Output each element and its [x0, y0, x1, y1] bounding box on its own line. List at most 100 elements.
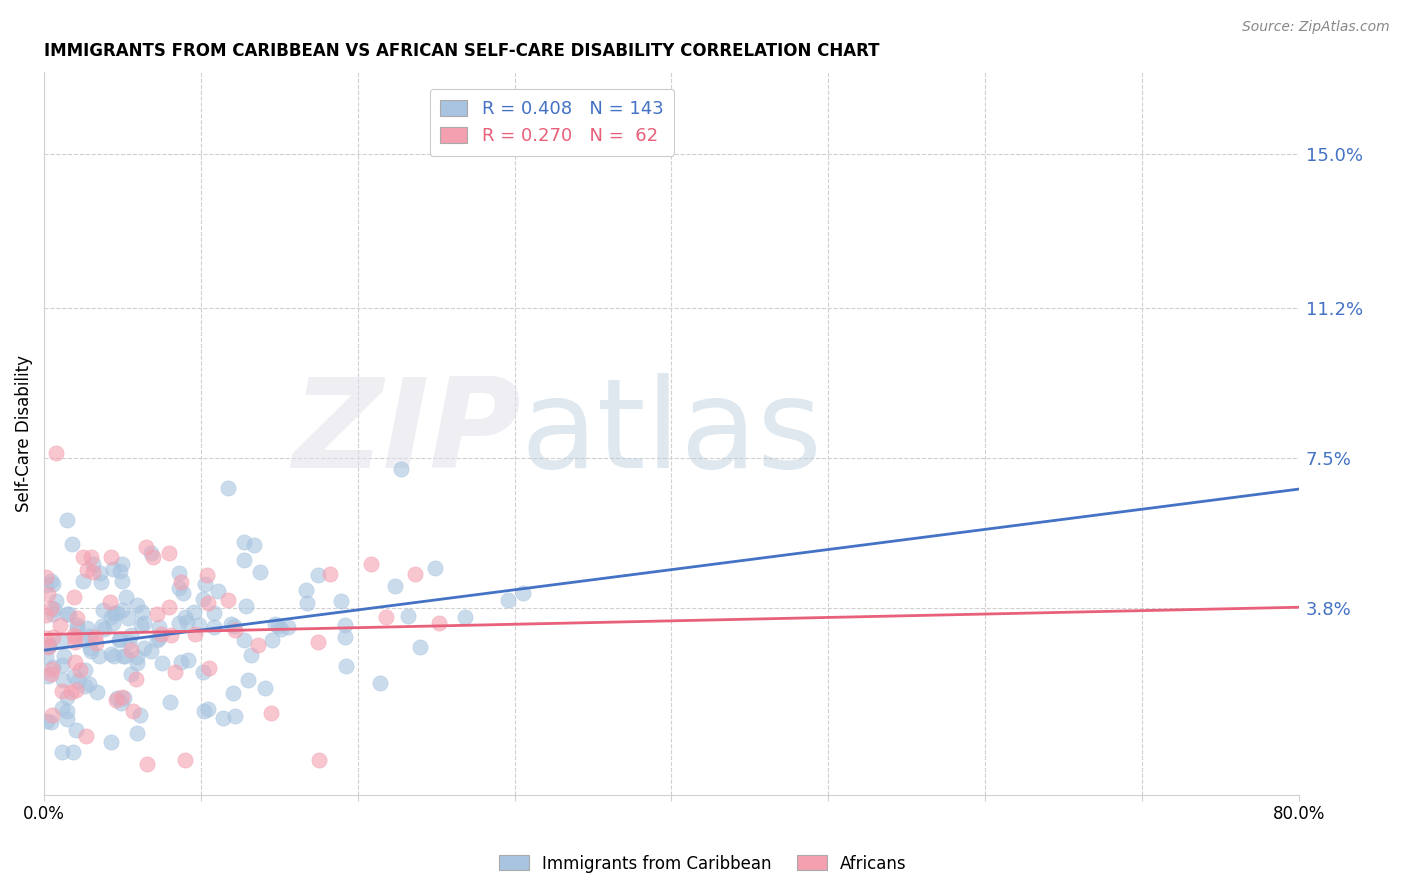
Point [139, 546, 162, 560]
Point [38, 638, 60, 652]
Point [396, 609, 419, 624]
Point [167, 615, 190, 630]
Point [125, 656, 148, 670]
Point [128, 707, 150, 722]
Point [112, 690, 135, 705]
Point [148, 631, 170, 645]
Point [173, 753, 195, 767]
Point [103, 607, 125, 621]
Point [110, 557, 132, 571]
Point [127, 650, 149, 665]
Point [41, 667, 63, 681]
Point [60, 537, 83, 551]
Point [264, 616, 287, 631]
Point [80, 644, 103, 658]
Point [512, 585, 534, 599]
Point [76, 621, 98, 635]
Point [108, 564, 131, 578]
Point [58, 607, 80, 622]
Point [319, 566, 342, 581]
Point [233, 552, 256, 566]
Point [330, 594, 353, 608]
Point [249, 565, 271, 579]
Point [86, 636, 108, 650]
Point [176, 615, 198, 630]
Point [72, 549, 94, 564]
Point [75, 729, 97, 743]
Point [60, 685, 83, 699]
Point [132, 641, 155, 656]
Point [183, 606, 205, 620]
Point [112, 648, 135, 663]
Point [307, 635, 329, 649]
Point [39, 714, 62, 729]
Point [246, 638, 269, 652]
Point [167, 582, 190, 596]
Point [145, 607, 167, 621]
Point [150, 656, 173, 670]
Point [34, 570, 56, 584]
Legend: Immigrants from Caribbean, Africans: Immigrants from Caribbean, Africans [492, 848, 914, 880]
Legend: R = 0.408   N = 143, R = 0.270   N =  62: R = 0.408 N = 143, R = 0.270 N = 62 [430, 88, 675, 156]
Point [108, 632, 131, 647]
Point [79, 640, 101, 655]
Point [194, 577, 217, 591]
Point [188, 618, 211, 632]
Point [34, 650, 56, 665]
Point [104, 693, 127, 707]
Point [87, 648, 110, 663]
Point [34, 632, 56, 646]
Point [148, 620, 170, 634]
Point [100, 610, 122, 624]
Point [217, 481, 239, 495]
Point [90, 574, 112, 589]
Point [136, 756, 159, 771]
Point [53, 648, 76, 663]
Point [222, 619, 245, 633]
Point [41, 577, 63, 591]
Point [146, 632, 169, 647]
Text: Source: ZipAtlas.com: Source: ZipAtlas.com [1241, 20, 1389, 34]
Point [86, 684, 108, 698]
Point [222, 686, 245, 700]
Point [197, 596, 219, 610]
Point [184, 627, 207, 641]
Point [238, 673, 260, 687]
Point [125, 672, 148, 686]
Point [118, 635, 141, 649]
Point [55, 705, 77, 719]
Point [41, 707, 63, 722]
Point [193, 592, 215, 607]
Point [360, 557, 382, 571]
Point [174, 610, 197, 624]
Point [389, 461, 412, 475]
Point [89, 566, 111, 581]
Point [163, 665, 186, 680]
Point [193, 704, 215, 718]
Point [333, 618, 356, 632]
Point [39, 600, 62, 615]
Point [42, 607, 65, 622]
Point [295, 596, 318, 610]
Point [103, 649, 125, 664]
Point [233, 633, 256, 648]
Point [34, 578, 56, 592]
Point [111, 574, 134, 589]
Point [202, 620, 225, 634]
Point [159, 694, 181, 708]
Point [82, 557, 104, 571]
Point [122, 704, 145, 718]
Point [37, 714, 59, 729]
Point [73, 679, 96, 693]
Point [39, 574, 62, 589]
Point [195, 568, 218, 582]
Point [56, 607, 79, 622]
Point [63, 628, 86, 642]
Point [262, 633, 284, 648]
Point [100, 549, 122, 564]
Point [125, 599, 148, 613]
Point [49, 618, 72, 632]
Point [65, 723, 87, 737]
Point [100, 735, 122, 749]
Point [42, 630, 65, 644]
